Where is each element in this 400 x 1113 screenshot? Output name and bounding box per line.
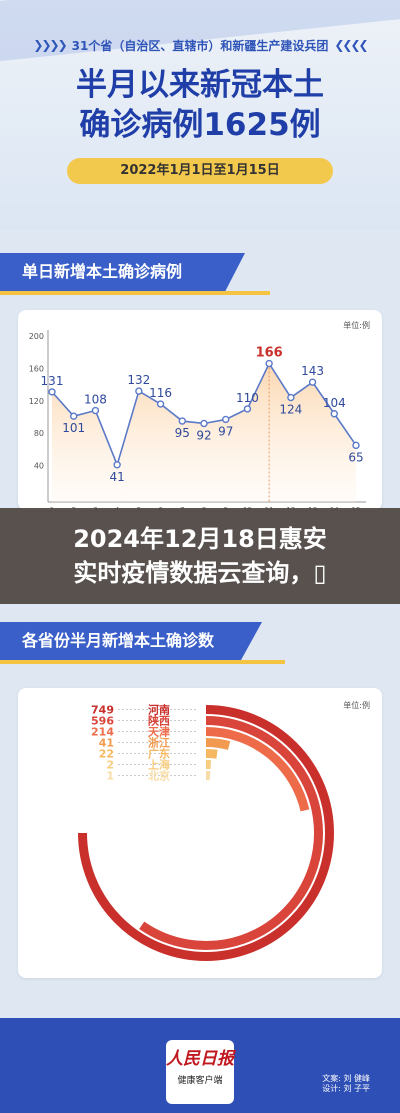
- line-chart: 单位:例408012016020013111012108341413251166…: [29, 320, 370, 514]
- radial-value-label: 214: [91, 726, 114, 739]
- logo: 人民日报 健康客户端: [166, 1040, 234, 1104]
- data-point: [265, 359, 273, 368]
- data-point: [156, 400, 165, 408]
- section-title-province: 各省份半月新增本土确诊数: [0, 622, 262, 660]
- data-label: 101: [62, 421, 85, 435]
- data-label: 65: [348, 450, 363, 464]
- data-label: 95: [175, 426, 190, 440]
- radial-category-label: 浙江: [148, 736, 170, 750]
- y-tick-label: 160: [29, 364, 44, 373]
- title-line-1: 半月以来新冠本土: [76, 67, 324, 103]
- radial-category-label: 河南: [148, 703, 170, 717]
- data-point: [178, 417, 186, 425]
- data-point: [352, 441, 360, 450]
- data-point: [113, 461, 121, 469]
- data-label: 92: [196, 428, 211, 442]
- data-point: [135, 387, 143, 395]
- section-title-daily: 单日新增本土确诊病例: [0, 253, 245, 291]
- data-label: 110: [236, 391, 259, 405]
- data-label: 143: [301, 364, 324, 378]
- data-point: [308, 378, 317, 386]
- radial-bar: [205, 738, 231, 750]
- title-line-2: 确诊病例1625例: [79, 107, 321, 143]
- radial-value-label: 596: [91, 715, 114, 728]
- data-point: [200, 419, 208, 428]
- overlay-line-2: 实时疫情数据云查询，▯: [73, 559, 327, 587]
- radial-category-label: 天津: [148, 725, 170, 739]
- area-fill: [52, 363, 356, 502]
- data-label: 131: [41, 374, 64, 388]
- y-tick-label: 80: [34, 429, 44, 438]
- data-label: 116: [149, 386, 172, 400]
- radial-category-label: 上海: [148, 758, 170, 772]
- chevrons-right-icon: ❯❯❯❯: [33, 38, 67, 52]
- data-point: [330, 410, 338, 418]
- header: ❯❯❯❯ 31个省（自治区、直辖市）和新疆生产建设兵团 ❮❮❮❮ 半月以来新冠本…: [0, 0, 400, 230]
- radial-value-label: 2: [106, 759, 114, 772]
- radial-value-label: 749: [91, 704, 114, 717]
- radial-bar: [139, 716, 323, 950]
- credit-line-1: 文案: 刘 健峰: [322, 1074, 370, 1083]
- radial-category-label: 陕西: [148, 714, 170, 728]
- header-banner: ❯❯❯❯ 31个省（自治区、直辖市）和新疆生产建设兵团 ❮❮❮❮: [20, 33, 380, 57]
- date-range-badge: 2022年1月1日至1月15日: [67, 158, 333, 184]
- radial-value-label: 1: [106, 770, 114, 783]
- data-label: 166: [256, 346, 283, 361]
- radial-category-label: 北京: [148, 769, 170, 783]
- section-underline-daily: [0, 291, 270, 295]
- data-label: 97: [218, 424, 233, 438]
- banner-text: 31个省（自治区、直辖市）和新疆生产建设兵团: [71, 38, 329, 53]
- radial-chart-panel: 单位:例 749 河南 596 陕西 214 天津 41 浙江 22 广东 2 上海 1 北京: [18, 688, 382, 978]
- data-label: 41: [110, 470, 125, 484]
- radial-bar: [205, 727, 310, 812]
- data-point: [70, 412, 78, 420]
- caption-overlay: 2024年12月18日惠安 实时疫情数据云查询，▯: [0, 508, 400, 604]
- credit-line-2: 设计: 刘 子平: [322, 1084, 370, 1093]
- y-tick-label: 40: [34, 462, 44, 471]
- radial-unit-label: 单位:例: [343, 700, 370, 710]
- data-label: 132: [127, 373, 150, 387]
- data-label: 104: [323, 396, 346, 410]
- data-label: 124: [279, 403, 302, 417]
- credits: 文案: 刘 健峰 设计: 刘 子平: [322, 1074, 370, 1094]
- data-label: 108: [84, 393, 107, 407]
- radial-value-label: 41: [99, 737, 114, 750]
- radial-bar-chart: 单位:例 749 河南 596 陕西 214 天津 41 浙江 22 广东 2 上海 1 北京: [78, 700, 370, 961]
- data-point: [48, 388, 56, 396]
- y-tick-label: 200: [29, 332, 44, 341]
- radial-value-label: 22: [99, 748, 114, 761]
- data-point: [222, 415, 230, 424]
- radial-bar: [78, 705, 334, 961]
- radial-category-label: 广东: [148, 747, 170, 761]
- line-chart-panel: 单位:例408012016020013111012108341413251166…: [18, 310, 382, 514]
- overlay-line-1: 2024年12月18日惠安: [73, 525, 327, 553]
- radial-bar: [205, 749, 218, 759]
- data-point: [91, 406, 100, 415]
- logo-title: 人民日报: [166, 1049, 234, 1069]
- data-point: [287, 393, 295, 402]
- page-title: 半月以来新冠本土 确诊病例1625例: [0, 65, 400, 145]
- line-unit-label: 单位:例: [343, 320, 370, 330]
- y-tick-label: 120: [29, 397, 44, 406]
- logo-subtitle: 健康客户端: [177, 1076, 223, 1086]
- data-point: [243, 405, 252, 413]
- chevrons-left-icon: ❮❮❮❮: [334, 38, 368, 52]
- section-underline-province: [0, 660, 285, 664]
